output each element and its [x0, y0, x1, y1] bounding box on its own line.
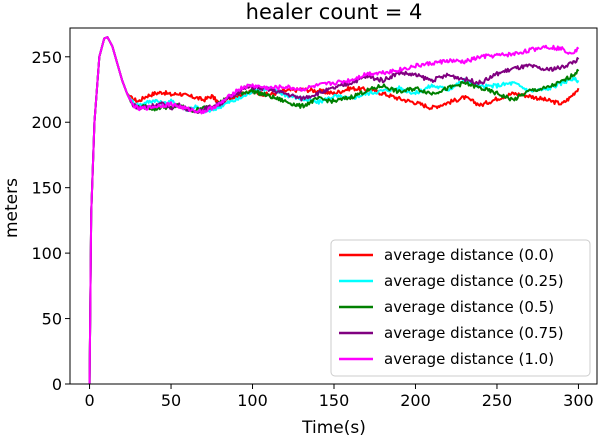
- y-tick-label: 150: [31, 179, 62, 198]
- legend: average distance (0.0) average distance (…: [330, 239, 591, 377]
- legend-label: average distance (0.5): [384, 298, 554, 316]
- y-tick-label: 100: [31, 244, 62, 263]
- lines-layer: [88, 36, 580, 384]
- ticks-layer: 0 50 100 150 200 250 300 0 50 100 150 200 250: [31, 48, 593, 410]
- x-axis-title: Time(s): [301, 418, 366, 438]
- legend-label: average distance (0.25): [384, 272, 564, 290]
- y-tick-label: 200: [31, 113, 62, 132]
- legend-box: [330, 239, 591, 377]
- x-tick-label: 200: [400, 391, 431, 410]
- x-tick-label: 50: [161, 391, 181, 410]
- x-tick-label: 0: [84, 391, 94, 410]
- x-tick-label: 250: [482, 391, 513, 410]
- chart-title: healer count = 4: [246, 0, 423, 24]
- y-tick-label: 0: [52, 375, 62, 394]
- x-tick-label: 100: [237, 391, 268, 410]
- legend-label: average distance (0.75): [384, 324, 564, 342]
- y-tick-label: 250: [31, 48, 62, 67]
- y-tick-label: 50: [42, 310, 62, 329]
- series-line: [88, 36, 580, 384]
- legend-label: average distance (1.0): [384, 350, 554, 368]
- y-axis-title: meters: [2, 178, 22, 238]
- series-line: [88, 36, 580, 384]
- x-tick-label: 300: [563, 391, 594, 410]
- legend-label: average distance (0.0): [384, 246, 554, 264]
- x-tick-label: 150: [319, 391, 350, 410]
